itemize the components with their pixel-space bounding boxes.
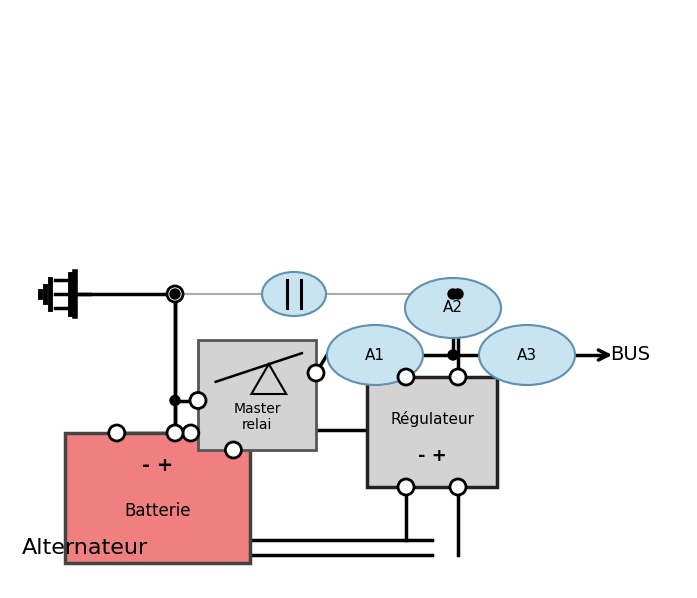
Text: Alternateur: Alternateur xyxy=(22,538,148,558)
Ellipse shape xyxy=(405,278,501,338)
Text: Régulateur: Régulateur xyxy=(390,411,474,427)
Text: BUS: BUS xyxy=(610,346,650,365)
FancyBboxPatch shape xyxy=(367,377,497,487)
Circle shape xyxy=(453,289,463,299)
Text: - +: - + xyxy=(418,447,446,465)
Circle shape xyxy=(308,365,324,381)
FancyBboxPatch shape xyxy=(65,433,250,563)
Circle shape xyxy=(450,369,466,385)
Circle shape xyxy=(109,425,125,441)
Circle shape xyxy=(170,289,180,299)
Circle shape xyxy=(167,425,183,441)
Text: - +: - + xyxy=(142,456,173,475)
Text: A3: A3 xyxy=(517,347,537,362)
Circle shape xyxy=(170,395,180,405)
Ellipse shape xyxy=(327,325,423,385)
Circle shape xyxy=(398,479,414,495)
Text: Master
relai: Master relai xyxy=(233,402,281,432)
Circle shape xyxy=(170,425,180,435)
Circle shape xyxy=(167,286,183,302)
Circle shape xyxy=(450,479,466,495)
Circle shape xyxy=(448,350,458,360)
Text: A1: A1 xyxy=(365,347,385,362)
Circle shape xyxy=(448,289,458,299)
Circle shape xyxy=(398,369,414,385)
Text: A2: A2 xyxy=(443,301,463,316)
Ellipse shape xyxy=(262,272,326,316)
Circle shape xyxy=(225,442,241,458)
Circle shape xyxy=(183,425,199,441)
Circle shape xyxy=(190,392,206,408)
FancyBboxPatch shape xyxy=(198,340,316,450)
Text: Batterie: Batterie xyxy=(124,502,191,520)
Ellipse shape xyxy=(479,325,575,385)
